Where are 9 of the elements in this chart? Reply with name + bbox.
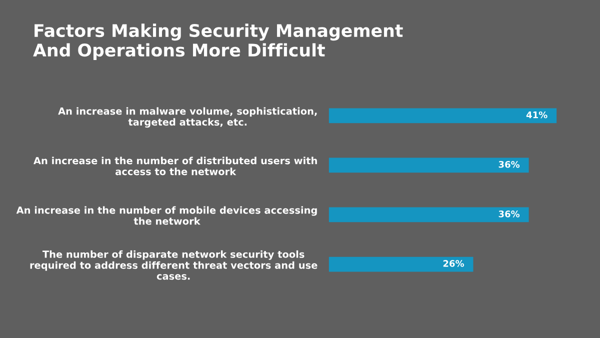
y-tick-label: The number of disparate network security tools required to address different threat vectors and use cases. [30, 250, 318, 280]
y-tick-label: An increase in the number of distributed users with access to the network [34, 156, 317, 176]
data-label: 36% [498, 160, 520, 168]
data-label: 36% [498, 210, 520, 218]
chart-title: Factors Making Security Management And Operations More Difficult [33, 24, 403, 60]
data-label: 41% [526, 111, 548, 118]
y-tick-label: An increase in malware volume, sophistication, targeted attacks, etc. [58, 107, 317, 128]
data-label: 26% [443, 260, 464, 267]
y-tick-label: An increase in the number of mobile devices accessing the network [16, 206, 317, 225]
